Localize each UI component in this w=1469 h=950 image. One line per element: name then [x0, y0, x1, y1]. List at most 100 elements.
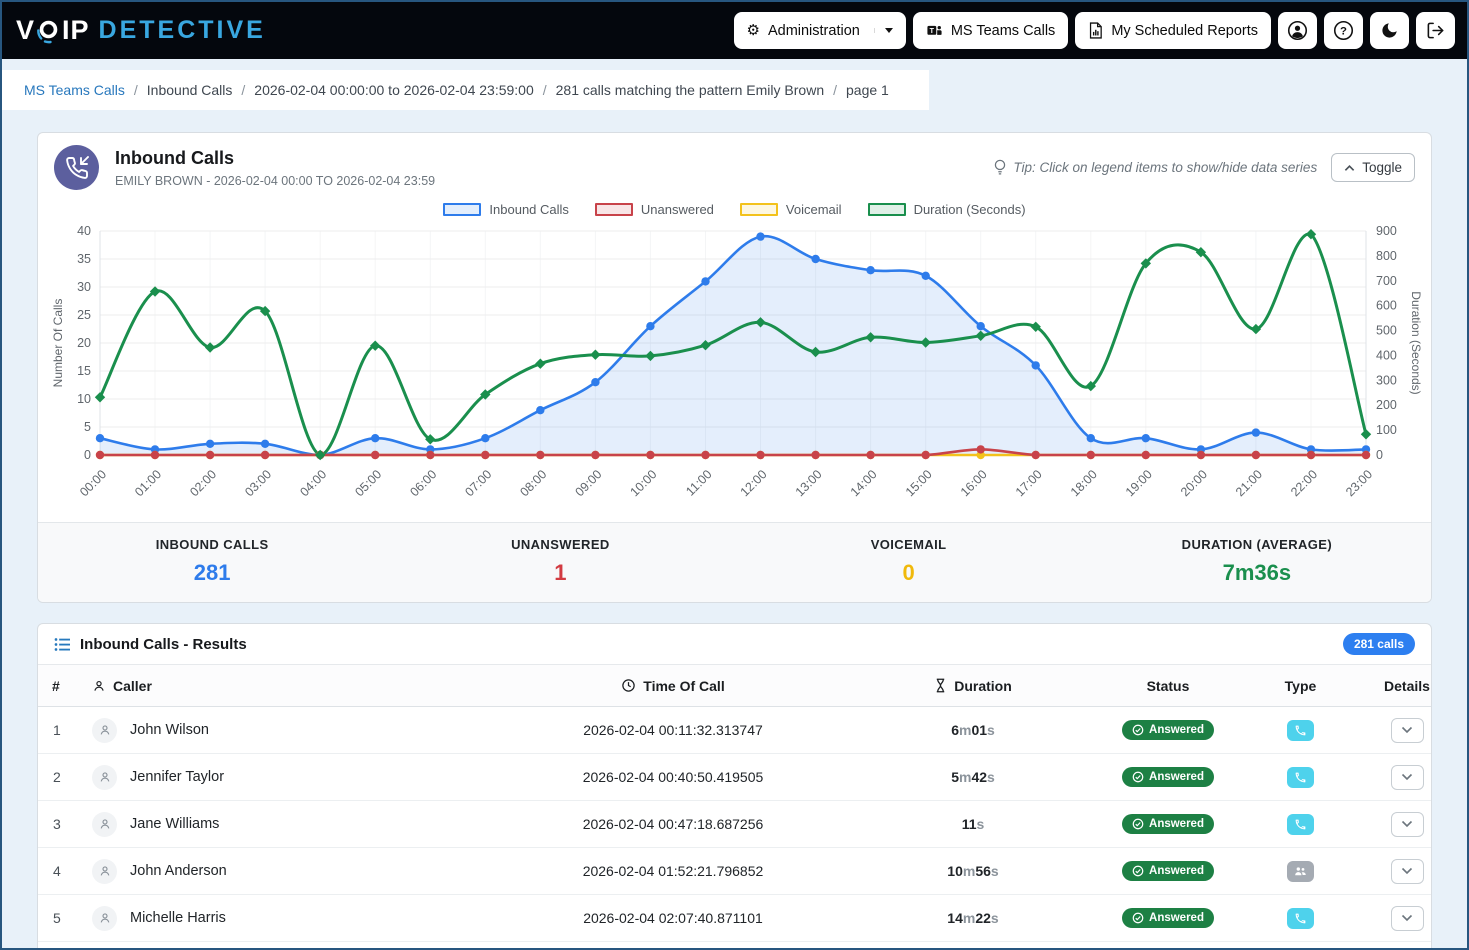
svg-text:18:00: 18:00: [1068, 467, 1100, 499]
summary-inbound-calls: INBOUND CALLS 281: [38, 537, 386, 586]
status-cell: Answered: [1118, 861, 1218, 881]
phone-call-icon: [1287, 720, 1314, 741]
moon-icon: [1380, 21, 1399, 40]
svg-text:17:00: 17:00: [1013, 467, 1045, 499]
svg-text:20: 20: [77, 336, 91, 350]
breadcrumb-item-ms-teams-calls[interactable]: MS Teams Calls: [24, 82, 125, 98]
legend-item-voicemail[interactable]: Voicemail: [740, 202, 842, 217]
column-header-details: Details: [1383, 678, 1431, 694]
report-subtitle: EMILY BROWN - 2026-02-04 00:00 TO 2026-0…: [115, 174, 435, 188]
logout-button[interactable]: [1416, 12, 1455, 49]
chart-legend: Inbound Calls Unanswered Voicemail Duration…: [38, 196, 1431, 219]
results-card: Inbound Calls - Results 281 calls #Calle…: [37, 623, 1432, 950]
legend-swatch: [443, 203, 481, 216]
breadcrumb-item-inbound-calls: Inbound Calls: [147, 82, 233, 98]
row-number: 5: [38, 910, 78, 926]
chevron-down-icon: [1401, 726, 1413, 734]
help-button[interactable]: ?: [1324, 12, 1363, 49]
row-number: 4: [38, 863, 78, 879]
svg-text:0: 0: [1376, 448, 1383, 462]
legend-swatch: [868, 203, 906, 216]
toggle-chart-button[interactable]: Toggle: [1331, 153, 1415, 182]
dark-mode-button[interactable]: [1370, 12, 1409, 49]
time-of-call: 2026-02-04 01:52:21.796852: [518, 863, 828, 879]
svg-text:T: T: [929, 27, 934, 35]
logo-text-ip: IP: [62, 15, 90, 46]
caller-name: Jane Williams: [130, 816, 219, 832]
svg-text:16:00: 16:00: [958, 467, 990, 499]
caller-cell: John Anderson: [78, 859, 518, 884]
inbound-calls-report-card: Inbound Calls EMILY BROWN - 2026-02-04 0…: [37, 132, 1432, 603]
phone-call-icon: [1287, 767, 1314, 788]
teams-icon: T: [926, 22, 943, 39]
chart-area: 0510152025303540010020030040050060070080…: [38, 219, 1431, 522]
svg-text:600: 600: [1376, 299, 1397, 313]
svg-text:400: 400: [1376, 348, 1397, 362]
svg-text:03:00: 03:00: [242, 467, 274, 499]
svg-text:21:00: 21:00: [1233, 467, 1265, 499]
account-button[interactable]: [1278, 12, 1317, 49]
report-document-icon: [1088, 22, 1103, 39]
inbound-call-icon: [54, 145, 99, 190]
magnifier-logo-icon: [36, 18, 61, 46]
check-circle-icon: [1132, 724, 1144, 736]
details-cell: [1383, 765, 1431, 790]
details-expand-button[interactable]: [1391, 859, 1424, 884]
details-expand-button[interactable]: [1391, 812, 1424, 837]
legend-label: Inbound Calls: [489, 202, 569, 217]
svg-text:100: 100: [1376, 423, 1397, 437]
svg-text:09:00: 09:00: [573, 467, 605, 499]
type-cell: [1218, 814, 1383, 835]
check-circle-icon: [1132, 865, 1144, 877]
details-expand-button[interactable]: [1391, 906, 1424, 931]
table-row: 6 David Smith 2026-02-04 02:46:47.416888…: [38, 942, 1431, 950]
hourglass-icon: [934, 678, 947, 693]
avatar: [92, 906, 117, 931]
legend-item-inbound-calls[interactable]: Inbound Calls: [443, 202, 569, 217]
summary-duration-average: DURATION (AVERAGE) 7m36s: [1083, 537, 1431, 586]
avatar: [92, 859, 117, 884]
breadcrumb-separator: /: [241, 82, 245, 98]
summary-strip: INBOUND CALLS 281UNANSWERED 1VOICEMAIL 0…: [38, 522, 1431, 602]
summary-voicemail: VOICEMAIL 0: [735, 537, 1083, 586]
column-header-status: Status: [1118, 678, 1218, 694]
ms-teams-calls-button[interactable]: T MS Teams Calls: [913, 12, 1068, 49]
svg-text:15: 15: [77, 364, 91, 378]
list-icon: [54, 637, 71, 652]
report-title: Inbound Calls: [115, 148, 435, 169]
avatar: [92, 765, 117, 790]
app-logo[interactable]: VIP DETECTIVE: [16, 15, 266, 46]
status-cell: Answered: [1118, 908, 1218, 928]
details-expand-button[interactable]: [1391, 718, 1424, 743]
svg-text:900: 900: [1376, 224, 1397, 238]
status-cell: Answered: [1118, 720, 1218, 740]
calls-chart[interactable]: 0510152025303540010020030040050060070080…: [38, 219, 1432, 513]
row-number: 2: [38, 769, 78, 785]
chevron-down-icon: [1401, 773, 1413, 781]
svg-text:800: 800: [1376, 249, 1397, 263]
summary-value: 7m36s: [1083, 560, 1431, 586]
caller-name: John Wilson: [130, 722, 209, 738]
svg-text:07:00: 07:00: [462, 467, 494, 499]
legend-item-unanswered[interactable]: Unanswered: [595, 202, 714, 217]
details-expand-button[interactable]: [1391, 765, 1424, 790]
legend-swatch: [740, 203, 778, 216]
my-scheduled-reports-button[interactable]: My Scheduled Reports: [1075, 12, 1271, 49]
svg-text:200: 200: [1376, 398, 1397, 412]
logo-text-detective: DETECTIVE: [99, 16, 266, 45]
summary-label: VOICEMAIL: [735, 537, 1083, 552]
svg-text:19:00: 19:00: [1123, 467, 1155, 499]
column-header-time-of-call: Time Of Call: [518, 678, 828, 694]
time-of-call: 2026-02-04 00:40:50.419505: [518, 769, 828, 785]
table-body: 1 John Wilson 2026-02-04 00:11:32.313747…: [38, 707, 1431, 950]
breadcrumb-separator: /: [543, 82, 547, 98]
table-row: 3 Jane Williams 2026-02-04 00:47:18.6872…: [38, 801, 1431, 848]
column-header-type: Type: [1218, 678, 1383, 694]
caller-name: John Anderson: [130, 863, 227, 879]
svg-text:08:00: 08:00: [517, 467, 549, 499]
caller-cell: Jennifer Taylor: [78, 765, 518, 790]
summary-label: INBOUND CALLS: [38, 537, 386, 552]
administration-button[interactable]: ⚙ Administration: [734, 12, 906, 49]
navbar-actions: ⚙ Administration T MS Teams Calls My Sch…: [734, 12, 1456, 49]
legend-item-duration-seconds[interactable]: Duration (Seconds): [868, 202, 1026, 217]
